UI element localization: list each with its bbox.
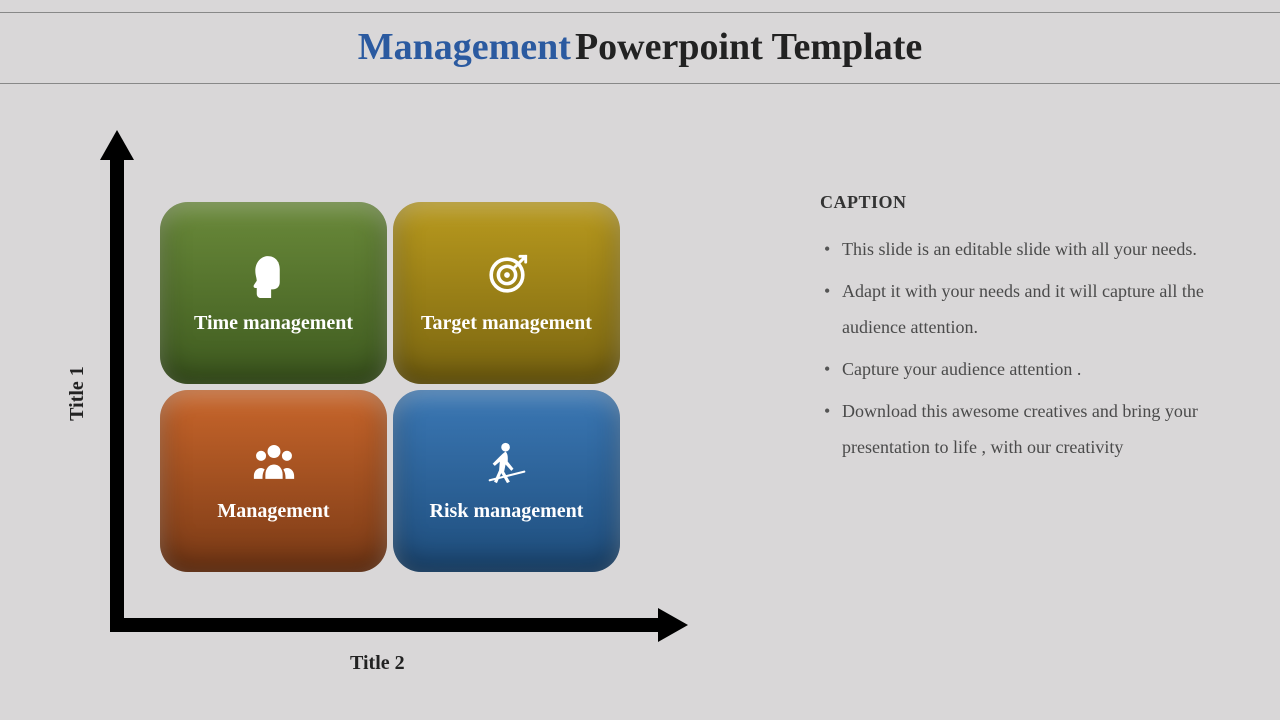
people-icon xyxy=(251,440,297,486)
quad-label-target: Target management xyxy=(421,312,592,335)
caption-heading: CAPTION xyxy=(820,192,1220,213)
quad-label-risk: Risk management xyxy=(430,500,584,523)
slide-title-bar: Management Powerpoint Template xyxy=(0,12,1280,84)
caption-panel: CAPTION This slide is an editable slide … xyxy=(820,192,1220,471)
x-axis-arrowhead xyxy=(658,608,688,642)
quad-cell-time: Time management xyxy=(160,202,387,384)
caption-bullet: This slide is an editable slide with all… xyxy=(820,231,1220,267)
quad-label-time: Time management xyxy=(194,312,353,335)
quadrant-grid: Time management Target management Manage… xyxy=(160,202,620,572)
head-hourglass-icon xyxy=(251,252,297,298)
x-axis xyxy=(110,618,660,632)
caption-list: This slide is an editable slide with all… xyxy=(820,231,1220,465)
title-word-2: Powerpoint Template xyxy=(575,26,922,68)
y-axis xyxy=(110,152,124,632)
title-word-1: Management xyxy=(358,26,571,68)
caption-bullet: Download this awesome creatives and brin… xyxy=(820,393,1220,465)
quad-cell-risk: Risk management xyxy=(393,390,620,572)
caption-bullet: Capture your audience attention . xyxy=(820,351,1220,387)
target-icon xyxy=(484,252,530,298)
balance-icon xyxy=(484,440,530,486)
quad-cell-management: Management xyxy=(160,390,387,572)
y-axis-label: Title 1 xyxy=(66,366,89,421)
quadrant-chart: Title 1 Title 2 Time management Target m… xyxy=(70,132,690,662)
quad-label-management: Management xyxy=(217,500,329,523)
x-axis-label: Title 2 xyxy=(350,652,405,675)
quad-cell-target: Target management xyxy=(393,202,620,384)
caption-bullet: Adapt it with your needs and it will cap… xyxy=(820,273,1220,345)
